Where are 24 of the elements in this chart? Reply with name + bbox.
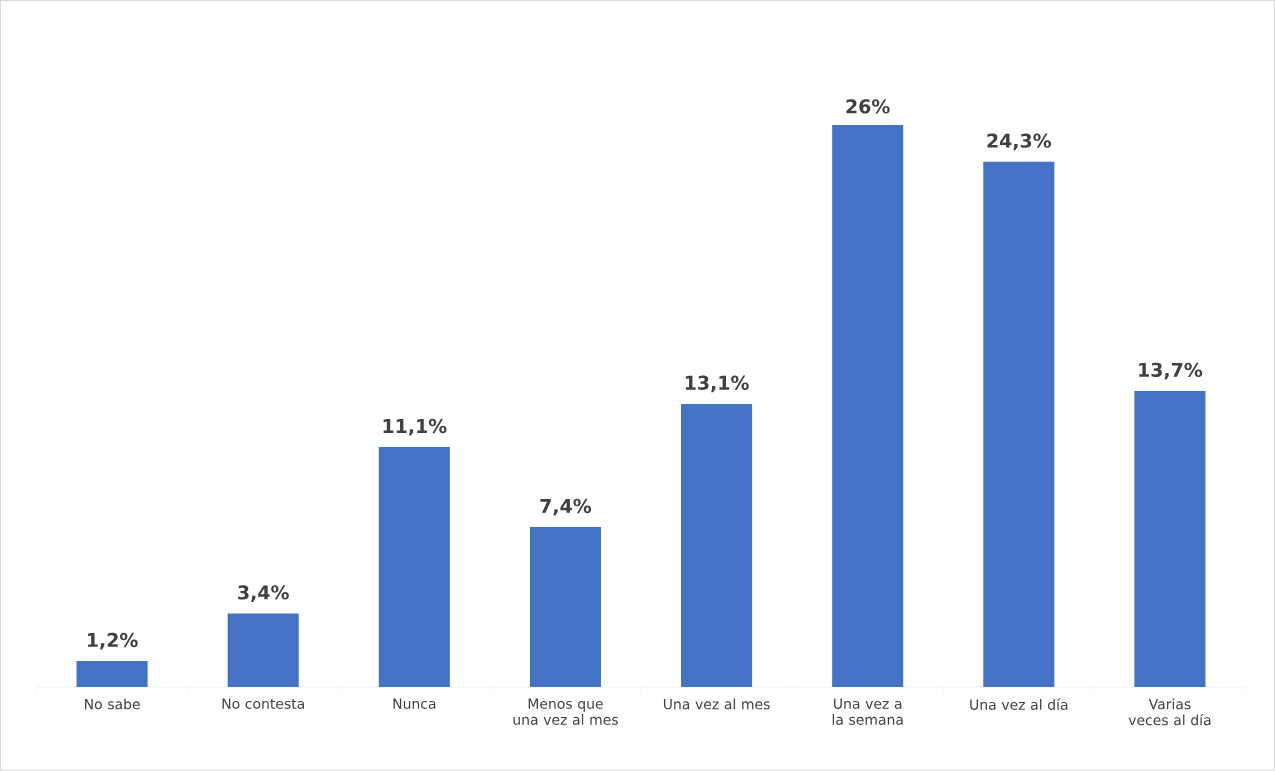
x-tick-label: Menos que una vez al mes bbox=[513, 698, 618, 726]
bar bbox=[76, 661, 148, 688]
x-tick-label: Una vez al mes bbox=[663, 698, 770, 710]
data-label: 13,7% bbox=[1139, 362, 1203, 380]
bar bbox=[832, 125, 904, 688]
bar bbox=[983, 162, 1055, 688]
x-tick-label: Una vez al día bbox=[970, 698, 1068, 711]
bar bbox=[378, 447, 450, 688]
data-label: 11,1% bbox=[383, 419, 447, 436]
bar bbox=[681, 404, 753, 688]
x-tick-label: No sabe bbox=[85, 698, 140, 710]
x-tick-label: No contesta bbox=[222, 698, 304, 710]
data-label: 26% bbox=[846, 99, 890, 114]
data-label: 13,1% bbox=[685, 375, 749, 393]
data-label: 24,3% bbox=[987, 133, 1052, 151]
data-label: 1,2% bbox=[87, 633, 138, 650]
bar bbox=[529, 527, 601, 688]
x-tick-label: Nunca bbox=[393, 698, 436, 710]
x-tick-label: Varias veces al día bbox=[1128, 698, 1211, 726]
x-tick-label: Una vez a la semana bbox=[832, 698, 903, 726]
bar bbox=[227, 613, 299, 688]
bar bbox=[1134, 391, 1206, 688]
data-label: 7,4% bbox=[540, 499, 592, 516]
data-label: 3,4% bbox=[238, 585, 289, 603]
